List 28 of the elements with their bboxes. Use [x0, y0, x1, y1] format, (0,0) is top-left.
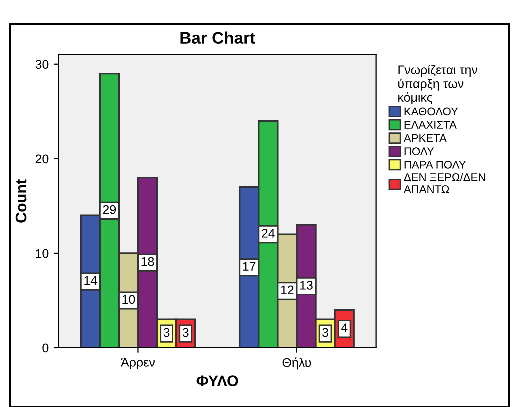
x-tick-label: Θήλυ: [282, 358, 312, 370]
legend-label: ΑΡΚΕΤΑ: [404, 134, 447, 142]
data-label: 13: [300, 281, 313, 290]
data-label: 17: [243, 262, 256, 271]
legend-label: ΠΟΛΥ: [404, 148, 434, 156]
legend-title: Γνωρίζεται την ύπαρξη των κόμικς: [398, 64, 478, 104]
data-label: 14: [84, 276, 98, 286]
legend-label: ΔΕΝ ΞΕΡΩ/ΔΕΝ ΑΠΑΝΤΩ: [404, 173, 486, 194]
data-label: 18: [142, 257, 154, 266]
data-label: 29: [103, 205, 116, 214]
data-label: 3: [164, 328, 170, 338]
y-tick-label: 20: [36, 154, 49, 164]
legend-label: ΕΛΑΧΙΣΤΑ: [404, 121, 457, 129]
data-label: 3: [322, 328, 328, 338]
data-label: 4: [341, 324, 348, 332]
data-label: 24: [262, 229, 275, 238]
legend-label: ΚΑΘΟΛΟΥ: [404, 108, 458, 116]
data-label: 12: [281, 286, 294, 294]
legend-label: ΠΑΡΑ ΠΟΛΥ: [404, 160, 466, 169]
y-tick-label: 10: [36, 249, 49, 258]
chart-title: Bar Chart: [180, 32, 256, 44]
x-tick-label: Άρρεν: [121, 358, 155, 370]
data-label: 10: [122, 295, 136, 304]
y-axis-title: Count: [16, 180, 27, 223]
y-tick-label: 0: [42, 344, 49, 353]
y-tick-label: 30: [36, 60, 49, 70]
x-axis-title: ΦΥΛΟ: [196, 376, 238, 386]
data-label: 3: [182, 328, 189, 338]
